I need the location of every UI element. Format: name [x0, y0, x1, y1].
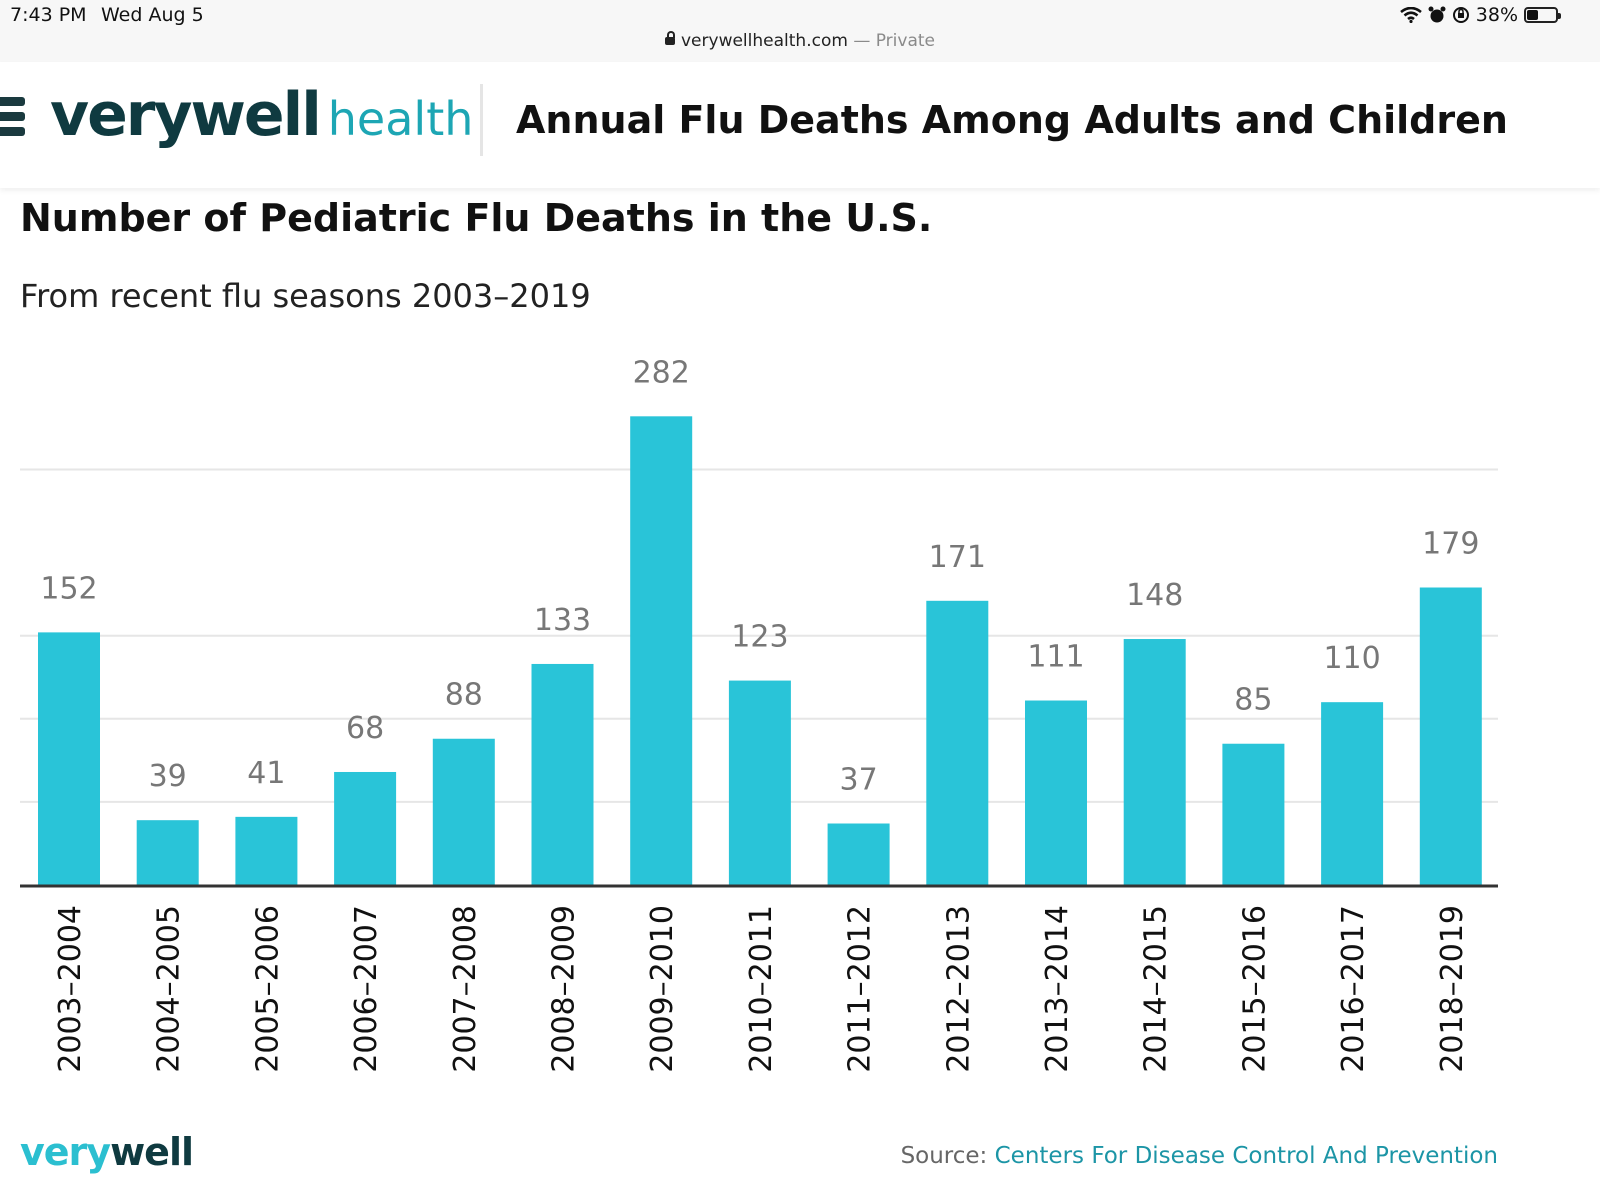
- orientation-lock-icon: [1452, 6, 1470, 24]
- data-label: 85: [1234, 683, 1272, 718]
- site-logo[interactable]: verywell health: [50, 80, 473, 150]
- bar-2007–2008: [432, 738, 495, 885]
- bar-2008–2009: [531, 663, 594, 885]
- wifi-icon: [1399, 7, 1422, 23]
- footer-logo-well: well: [110, 1130, 194, 1174]
- status-time: 7:43 PM: [10, 4, 87, 26]
- x-tick-label: 2014–2015: [1139, 905, 1174, 1073]
- bar-2010–2011: [728, 680, 791, 885]
- data-label: 148: [1126, 578, 1183, 613]
- bar-2004–2005: [136, 820, 199, 885]
- data-label: 110: [1323, 641, 1380, 676]
- footer-logo-very: very: [20, 1130, 111, 1174]
- x-tick-label: 2015–2016: [1237, 905, 1272, 1073]
- bar-2011–2012: [827, 823, 890, 885]
- bar-2003–2004: [38, 632, 100, 885]
- bar-2009–2010: [630, 416, 693, 885]
- x-tick-label: 2008–2009: [547, 905, 582, 1073]
- battery-fill: [1527, 10, 1538, 20]
- battery-percent: 38%: [1475, 4, 1518, 26]
- x-tick-label: 2004–2005: [152, 905, 187, 1073]
- header-divider: [480, 84, 483, 156]
- site-header: verywell health Annual Flu Deaths Among A…: [0, 62, 1600, 188]
- x-tick-label: 2006–2007: [349, 905, 384, 1073]
- data-label: 111: [1027, 640, 1084, 675]
- bar-2006–2007: [334, 771, 397, 885]
- x-tick-label: 2007–2008: [448, 905, 483, 1073]
- x-tick-label: 2013–2014: [1040, 905, 1075, 1073]
- data-label: 123: [731, 620, 788, 655]
- data-label: 41: [247, 756, 285, 791]
- bar-2016–2017: [1321, 702, 1384, 885]
- bar-chart: 152 2003–2004 39 2004–2005 41 2005–2006 68 2006…: [20, 355, 1498, 1073]
- bar-2015–2016: [1222, 743, 1285, 885]
- private-label: — Private: [853, 31, 935, 51]
- source-credit: Source: Centers For Disease Control And …: [901, 1143, 1498, 1169]
- x-tick-label: 2016–2017: [1336, 905, 1371, 1073]
- bar-2013–2014: [1025, 700, 1087, 885]
- bar-2012–2013: [926, 600, 989, 885]
- x-tick-label: 2009–2010: [645, 905, 680, 1073]
- x-tick-label: 2018–2019: [1435, 905, 1470, 1073]
- data-label: 37: [840, 763, 878, 798]
- source-link[interactable]: Centers For Disease Control And Preventi…: [994, 1143, 1498, 1169]
- data-label: 152: [40, 571, 97, 606]
- data-label: 39: [149, 759, 187, 794]
- status-date: Wed Aug 5: [101, 4, 204, 26]
- bar-2014–2015: [1123, 639, 1186, 885]
- logo-health: health: [327, 92, 474, 146]
- footer-logo[interactable]: verywell: [20, 1130, 194, 1174]
- bar-2005–2006: [235, 816, 298, 885]
- data-label: 171: [929, 540, 986, 575]
- x-tick-label: 2012–2013: [941, 905, 976, 1073]
- logo-verywell: verywell: [50, 80, 322, 150]
- status-bar: 7:43 PM Wed Aug 5 38% verywellhealth.com…: [0, 0, 1600, 63]
- bar-2018–2019: [1419, 587, 1482, 885]
- url-domain[interactable]: verywellhealth.com: [681, 31, 848, 51]
- chart-title: Number of Pediatric Flu Deaths in the U.…: [20, 196, 933, 240]
- x-tick-label: 2011–2012: [843, 905, 878, 1073]
- x-tick-label: 2003–2004: [53, 905, 88, 1073]
- data-label: 179: [1422, 527, 1479, 562]
- chart-subtitle: From recent flu seasons 2003–2019: [20, 277, 591, 315]
- x-tick-label: 2010–2011: [744, 905, 779, 1073]
- data-label: 88: [445, 678, 483, 713]
- status-icons: 38%: [1399, 4, 1561, 26]
- data-label: 68: [346, 711, 384, 746]
- menu-icon[interactable]: [0, 97, 25, 145]
- data-label: 133: [534, 603, 591, 638]
- x-tick-label: 2005–2006: [250, 905, 285, 1073]
- page-title: Annual Flu Deaths Among Adults and Child…: [516, 98, 1508, 142]
- address-bar[interactable]: verywellhealth.com — Private: [0, 31, 1600, 51]
- source-label: Source:: [900, 1143, 988, 1169]
- data-label: 282: [633, 355, 690, 390]
- battery-icon: [1524, 7, 1561, 23]
- alarm-icon: [1428, 6, 1446, 24]
- lock-icon: [665, 31, 675, 45]
